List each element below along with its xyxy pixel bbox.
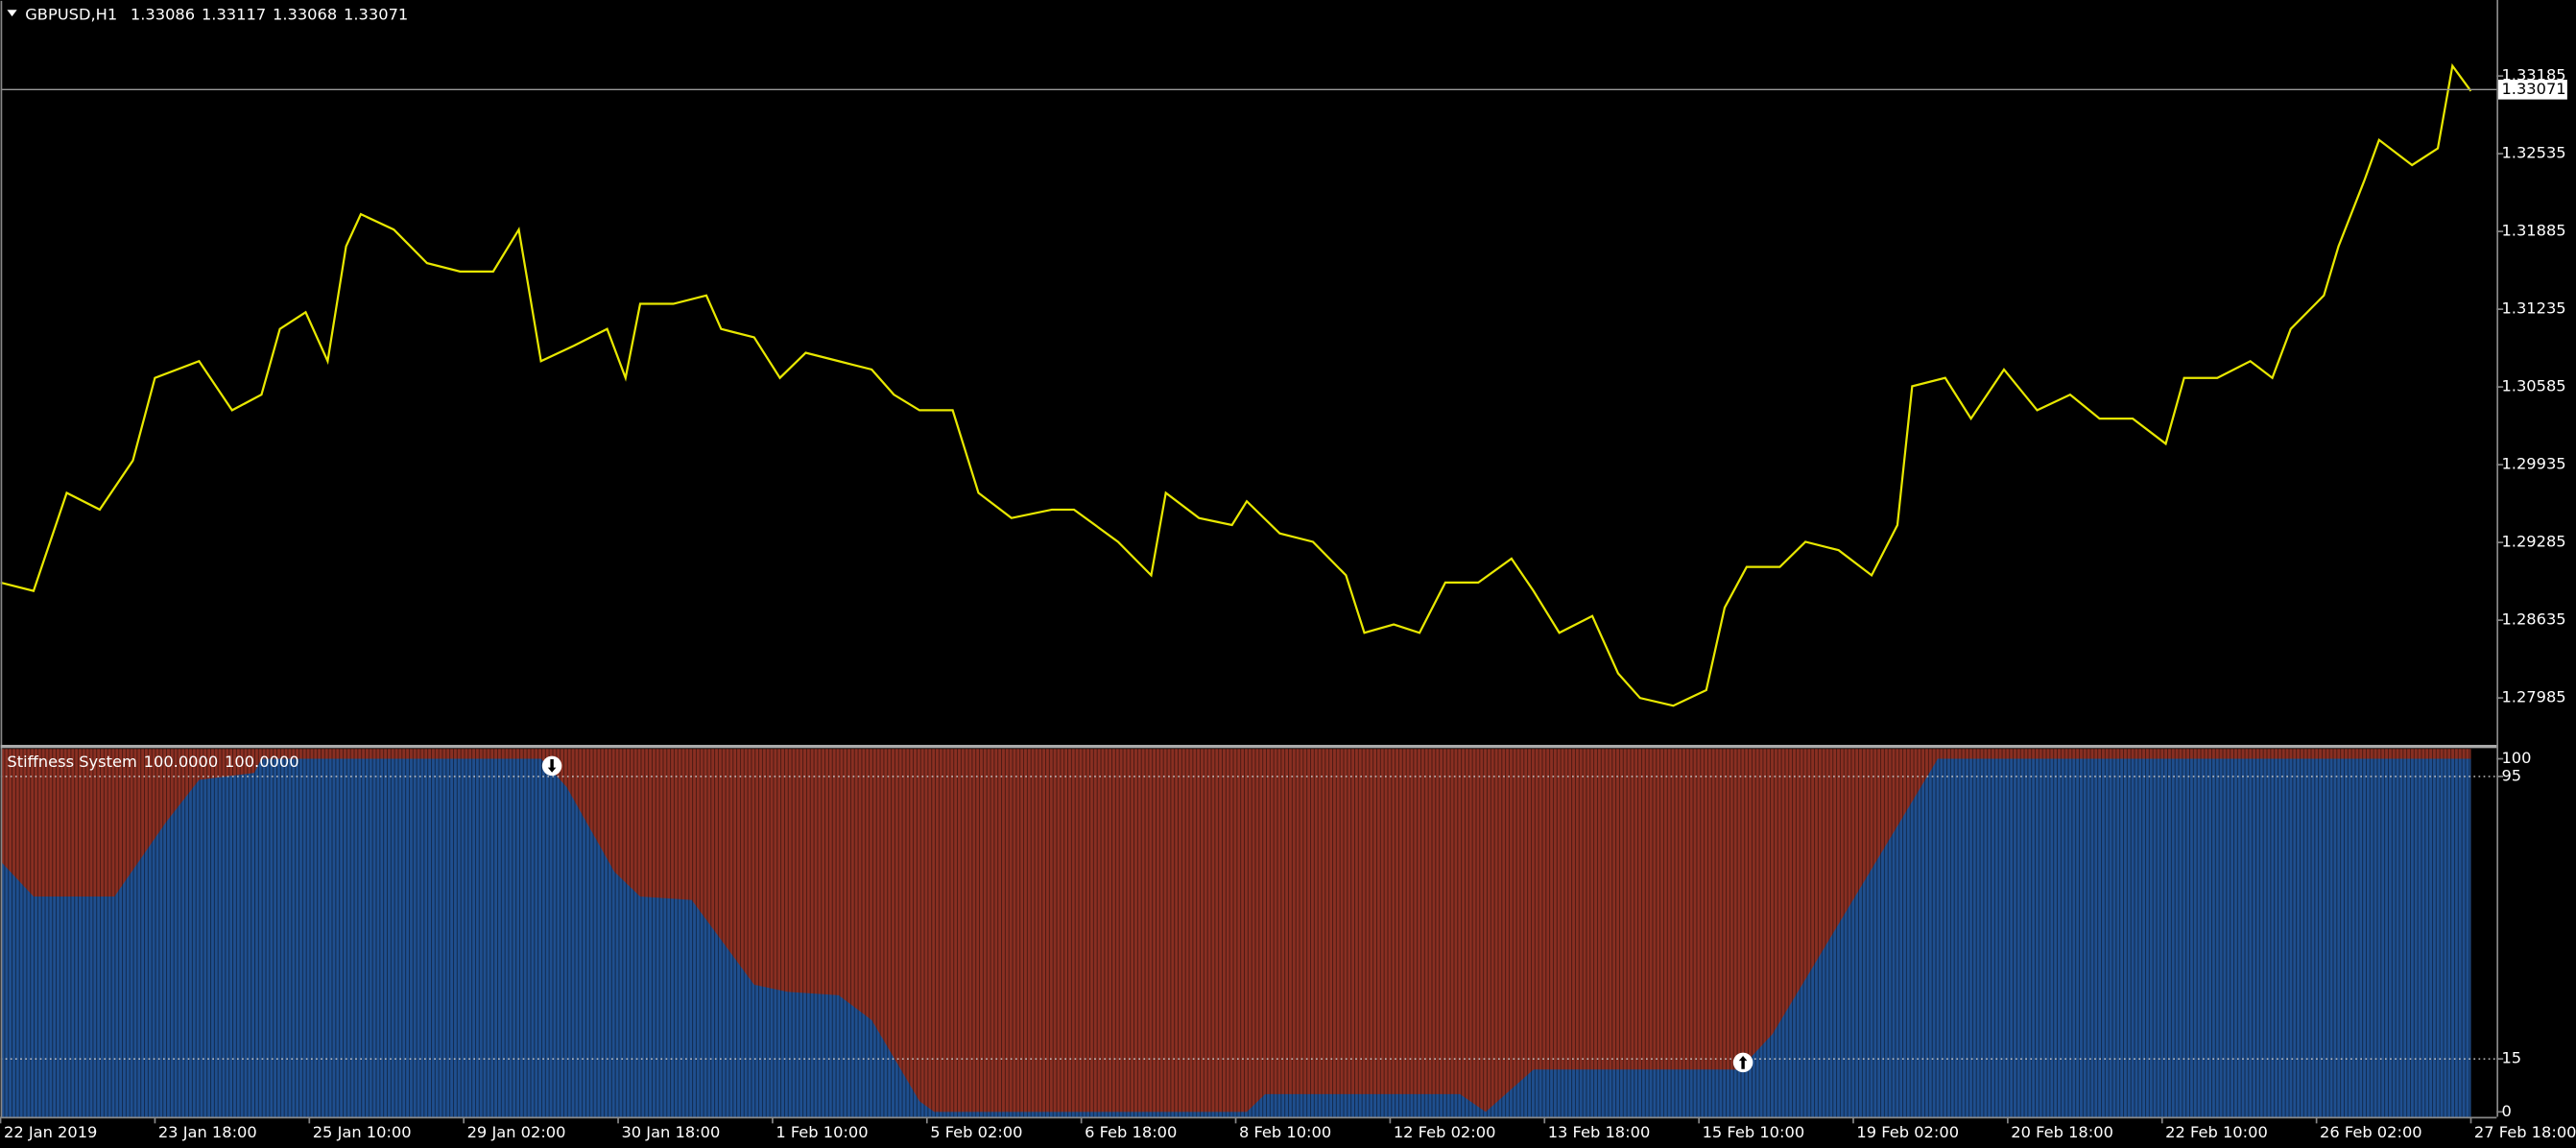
- signal-glyph: [1738, 1056, 1748, 1069]
- stiffness-area: [0, 758, 2471, 1117]
- y-tick-label: 0: [2501, 1102, 2511, 1120]
- x-tick-label: 27 Feb 18:00: [2474, 1123, 2576, 1141]
- x-tick-label: 12 Feb 02:00: [1394, 1123, 1496, 1141]
- symbol: GBPUSD,H1: [25, 5, 117, 23]
- symbol-menu[interactable]: [7, 10, 17, 17]
- signal-arrow: [1732, 1052, 1753, 1073]
- close: 1.33071: [344, 5, 408, 23]
- y-tick-label: 1.27985: [2501, 688, 2565, 706]
- x-tick-label: 26 Feb 02:00: [2320, 1123, 2422, 1141]
- indicator-header: Stiffness System 100.0000 100.0000: [7, 752, 298, 770]
- y-tick-label: 15: [2501, 1049, 2521, 1067]
- y-tick-label: 1.29935: [2501, 455, 2565, 473]
- x-tick-label: 25 Jan 10:00: [313, 1123, 412, 1141]
- price-panel: [0, 62, 2497, 707]
- x-tick-label: 22 Jan 2019: [4, 1123, 97, 1141]
- current-price-label: 1.33071: [2501, 80, 2565, 98]
- x-tick-label: 29 Jan 02:00: [467, 1123, 566, 1141]
- readout: 100.0000: [144, 752, 219, 770]
- y-tick-label: 1.30585: [2501, 377, 2565, 395]
- price-header: GBPUSD,H1 1.33086 1.33117 1.33068 1.33071: [25, 5, 408, 23]
- y-tick-label: 1.29285: [2501, 533, 2565, 551]
- y-tick-label: 1.31235: [2501, 299, 2565, 318]
- y-tick-label: 1.33185: [2501, 66, 2565, 84]
- y-tick-label: 1.32535: [2501, 144, 2565, 162]
- y-tick-label: 95: [2501, 766, 2521, 784]
- indicator-name: Stiffness System: [7, 752, 136, 770]
- x-tick-label: 23 Jan 18:00: [158, 1123, 257, 1141]
- x-tick-label: 19 Feb 02:00: [1856, 1123, 1959, 1141]
- signal-arrow: [541, 755, 562, 777]
- y-tick-label: 100: [2501, 749, 2531, 767]
- x-tick-label: 6 Feb 18:00: [1085, 1123, 1177, 1141]
- y-tick-label: 1.28635: [2501, 610, 2565, 629]
- x-tick-label: 20 Feb 18:00: [2011, 1123, 2113, 1141]
- low: 1.33068: [273, 5, 337, 23]
- x-tick-label: 30 Jan 18:00: [621, 1123, 720, 1141]
- x-tick-label: 13 Feb 18:00: [1548, 1123, 1651, 1141]
- x-tick-label: 22 Feb 10:00: [2165, 1123, 2268, 1141]
- signal-glyph: [547, 759, 557, 773]
- x-tick-label: 1 Feb 10:00: [775, 1123, 868, 1141]
- y-tick-label: 1.31885: [2501, 222, 2565, 240]
- indicator-panel: [0, 749, 2497, 1117]
- readout: 100.0000: [225, 752, 299, 770]
- x-tick-label: 5 Feb 02:00: [930, 1123, 1022, 1141]
- current-price-box: [2498, 80, 2567, 100]
- x-tick-label: 8 Feb 10:00: [1239, 1123, 1331, 1141]
- high: 1.33117: [202, 5, 266, 23]
- open: 1.33086: [131, 5, 195, 23]
- price-line: [0, 62, 2472, 707]
- x-tick-label: 15 Feb 10:00: [1703, 1123, 1805, 1141]
